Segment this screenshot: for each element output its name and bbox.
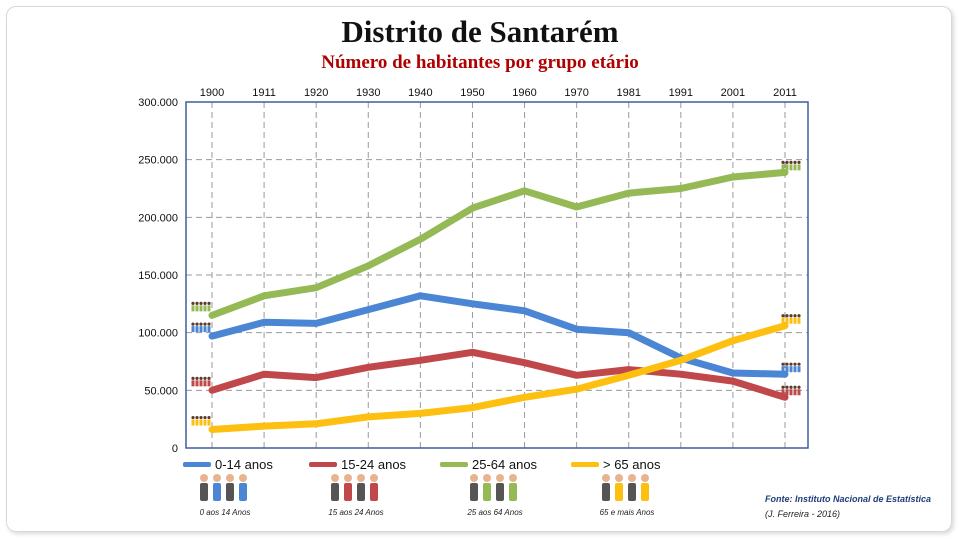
series-line-3	[208, 322, 789, 433]
y-tick-label: 0	[172, 443, 178, 455]
author-note: (J. Ferreira - 2016)	[765, 509, 841, 519]
end-pictogram-3	[781, 314, 801, 324]
plot-border	[185, 101, 809, 449]
x-tick-label: 2001	[721, 87, 745, 99]
legend-label: 0-14 anos	[215, 457, 273, 472]
legend-label: > 65 anos	[603, 457, 661, 472]
x-tick-label: 1930	[356, 87, 380, 99]
legend-swatch	[571, 462, 599, 467]
legend-swatch	[183, 462, 211, 467]
x-tick-label: 1960	[512, 87, 536, 99]
people-pictogram-icon	[200, 474, 247, 501]
legend-swatch	[440, 462, 468, 467]
y-tick-label: 250.000	[138, 155, 178, 167]
legend-item-3: > 65 anos	[571, 457, 660, 472]
start-pictogram-2	[191, 301, 211, 312]
x-tick-label: 1911	[252, 87, 276, 99]
start-pictogram-0	[191, 322, 211, 333]
legend-item-1: 15-24 anos	[309, 457, 406, 472]
x-tick-label: 1991	[669, 87, 693, 99]
legend-label: 15-24 anos	[341, 457, 407, 472]
series-line-1	[208, 348, 789, 401]
people-pictogram-icon	[470, 474, 517, 501]
legend-label: 25-64 anos	[472, 457, 538, 472]
legend-item-2: 25-64 anos	[440, 457, 537, 472]
x-tick-label: 2011	[773, 87, 797, 99]
y-tick-label: 150.000	[138, 270, 178, 282]
x-tick-label: 1940	[408, 87, 432, 99]
x-tick-label: 1920	[304, 87, 328, 99]
x-tick-label: 1981	[616, 87, 640, 99]
end-pictogram-2	[781, 160, 801, 171]
x-tick-label: 1900	[200, 87, 224, 99]
legend-swatch	[309, 462, 337, 467]
chart-title: Distrito de Santarém	[341, 14, 619, 49]
series-line-2	[208, 168, 789, 319]
slide-frame	[6, 6, 952, 532]
start-pictogram-1	[191, 376, 211, 387]
end-pictogram-0	[781, 362, 801, 373]
pictogram-caption: 15 aos 24 Anos	[328, 508, 384, 517]
chart-subtitle: Número de habitantes por grupo etário	[321, 52, 639, 73]
legend-item-0: 0-14 anos	[183, 457, 273, 472]
pictogram-caption: 65 e mais Anos	[599, 508, 655, 517]
pictogram-caption: 25 aos 64 Anos	[467, 508, 523, 517]
start-pictogram-3	[191, 415, 211, 426]
y-tick-label: 300.000	[138, 97, 178, 109]
x-tick-label: 1950	[460, 87, 484, 99]
pictogram-caption: 0 aos 14 Anos	[199, 508, 251, 517]
y-tick-label: 200.000	[138, 212, 178, 224]
end-pictogram-1	[781, 385, 801, 396]
people-pictogram-icon	[602, 474, 649, 501]
y-tick-label: 100.000	[138, 328, 178, 340]
source-note: Fonte: Instituto Nacional de Estatística	[765, 494, 932, 504]
y-tick-label: 50.000	[144, 385, 178, 397]
x-tick-label: 1970	[564, 87, 588, 99]
people-pictogram-icon	[331, 474, 378, 501]
